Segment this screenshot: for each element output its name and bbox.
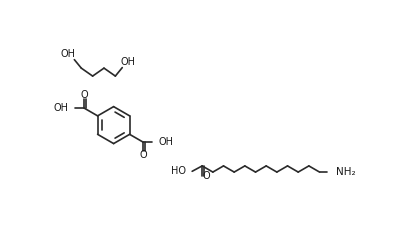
Text: OH: OH	[54, 103, 69, 113]
Text: NH₂: NH₂	[337, 167, 356, 177]
Text: O: O	[80, 90, 88, 100]
Text: O: O	[203, 171, 211, 181]
Text: OH: OH	[158, 137, 173, 147]
Text: OH: OH	[61, 49, 76, 59]
Text: O: O	[139, 150, 147, 160]
Text: OH: OH	[121, 57, 136, 67]
Text: HO: HO	[171, 166, 186, 176]
